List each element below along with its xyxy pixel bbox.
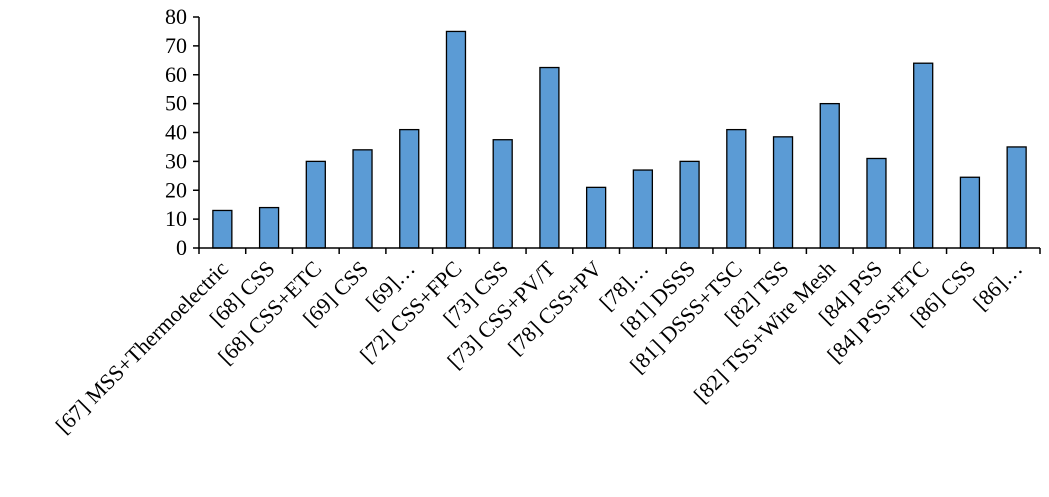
y-tick-label: 80	[165, 4, 187, 29]
bar	[959, 176, 981, 249]
bar	[1006, 146, 1027, 249]
bar	[539, 66, 560, 249]
y-tick-label: 40	[165, 120, 187, 145]
y-tick-label: 10	[165, 206, 187, 231]
x-axis-ticks	[198, 248, 1041, 254]
bar	[726, 128, 747, 249]
plot-area: 0 10 20 30 40 50 60 70 80 [67] MSS+Thermoelectri…	[50, 4, 1041, 438]
bar	[632, 169, 654, 249]
y-tick-label: 30	[165, 148, 187, 173]
x-category-label: [67] MSS+Thermoelectric	[50, 256, 233, 439]
y-tick-label: 0	[176, 235, 187, 260]
y-tick-label: 20	[165, 177, 187, 202]
bar	[585, 186, 607, 249]
y-axis-ticks: 0 10 20 30 40 50 60 70 80	[165, 4, 199, 260]
y-tick-label: 70	[165, 33, 187, 58]
y-tick-label: 50	[165, 91, 187, 116]
bar	[399, 128, 420, 249]
x-axis-category-labels: [67] MSS+Thermoelectric[68] CSS[68] CSS+…	[50, 255, 1027, 438]
bars	[212, 30, 1027, 249]
bar	[679, 160, 700, 249]
bar	[913, 62, 934, 249]
bar	[772, 136, 794, 249]
bar	[445, 30, 467, 249]
bar	[352, 149, 373, 249]
bar	[819, 102, 840, 249]
bar	[258, 206, 280, 249]
bar	[212, 209, 233, 249]
x-category-label: [86]…	[968, 256, 1027, 315]
bar	[866, 157, 887, 249]
y-tick-label: 60	[165, 62, 187, 87]
bar	[305, 160, 326, 249]
bar	[492, 139, 513, 249]
